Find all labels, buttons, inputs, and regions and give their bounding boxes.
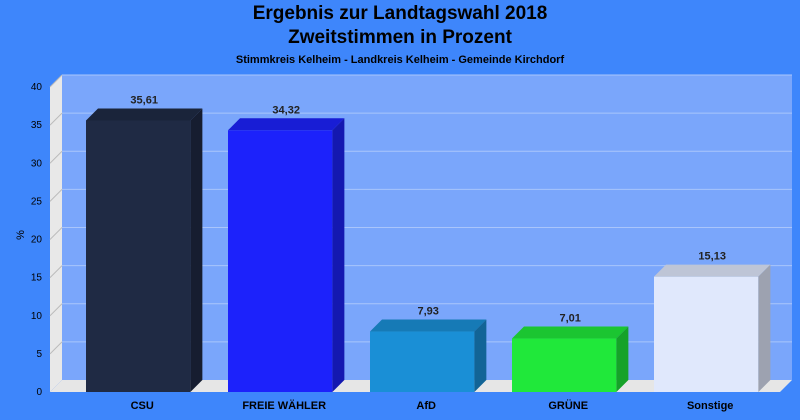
bar-side bbox=[758, 264, 771, 392]
y-tick-label: 20 bbox=[31, 235, 43, 246]
bar bbox=[654, 276, 759, 392]
bar-top bbox=[512, 326, 629, 339]
bar bbox=[228, 130, 333, 392]
y-tick-label: 15 bbox=[31, 273, 43, 284]
bar-top bbox=[228, 118, 345, 131]
bar-side bbox=[332, 118, 345, 392]
gridline-side bbox=[49, 189, 63, 202]
y-axis-label: % bbox=[15, 230, 27, 240]
x-tick-label: Sonstige bbox=[687, 400, 733, 412]
bar bbox=[512, 338, 617, 392]
bar-top bbox=[654, 264, 771, 277]
chart-subtitle: Zweitstimmen in Prozent bbox=[288, 27, 512, 48]
y-tick-label: 40 bbox=[31, 82, 43, 93]
data-label: 7,01 bbox=[559, 313, 580, 325]
y-tick-label: 10 bbox=[31, 311, 43, 322]
gridline-side bbox=[49, 227, 63, 240]
data-label: 34,32 bbox=[272, 104, 300, 116]
data-label: 7,93 bbox=[417, 306, 438, 318]
gridline-side bbox=[49, 303, 63, 317]
gridline-side bbox=[49, 265, 63, 278]
bar-top bbox=[86, 108, 203, 121]
x-tick-label: FREIE WÄHLER bbox=[242, 399, 326, 412]
bar-side bbox=[616, 326, 629, 392]
x-tick-label: CSU bbox=[131, 400, 154, 412]
bar-side bbox=[474, 319, 487, 392]
data-label: 15,13 bbox=[698, 251, 726, 263]
bar-side bbox=[190, 108, 203, 392]
x-tick-label: AfD bbox=[416, 400, 436, 412]
bar bbox=[370, 331, 475, 392]
bar bbox=[86, 120, 191, 392]
y-tick-label: 35 bbox=[31, 120, 43, 131]
y-tick-label: 5 bbox=[36, 349, 42, 360]
gridline-side bbox=[49, 74, 63, 88]
y-tick-label: 25 bbox=[31, 196, 43, 207]
y-tick-label: 30 bbox=[31, 158, 43, 169]
data-label: 35,61 bbox=[130, 94, 158, 106]
chart-title: Ergebnis zur Landtagswahl 2018 bbox=[252, 3, 548, 24]
y-tick-label: 0 bbox=[36, 387, 42, 398]
gridline-side bbox=[49, 112, 63, 126]
gridline-side bbox=[49, 341, 63, 355]
x-tick-label: GRÜNE bbox=[548, 399, 588, 412]
bar-top bbox=[370, 319, 487, 332]
gridline-side bbox=[49, 150, 63, 164]
chart-caption: Stimmkreis Kelheim - Landkreis Kelheim -… bbox=[235, 54, 565, 66]
